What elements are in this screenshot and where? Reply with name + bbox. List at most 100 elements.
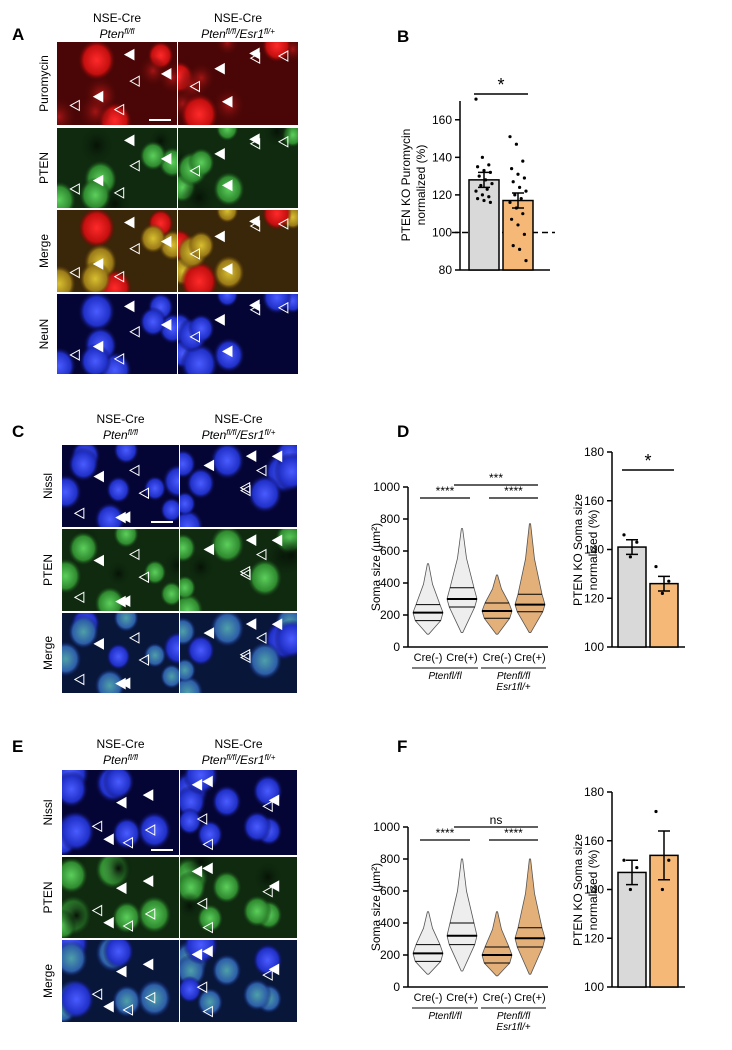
- column-header: NSE-Cre: [214, 412, 262, 426]
- arrowhead: [113, 187, 125, 199]
- cell: [62, 857, 88, 894]
- row-label: PTEN: [41, 881, 55, 913]
- arrowhead: [113, 270, 125, 283]
- arrowhead: [142, 958, 154, 971]
- panel-letter: D: [397, 422, 409, 441]
- arrowhead: [271, 450, 283, 463]
- arrowhead: [123, 216, 135, 229]
- micrograph: [62, 613, 179, 693]
- y-tick-label: 120: [432, 188, 452, 202]
- cell: [187, 230, 215, 261]
- micrograph: [180, 529, 297, 611]
- cell: [139, 140, 167, 171]
- cell: [160, 497, 179, 523]
- arrowhead: [69, 99, 80, 112]
- data-point: [521, 159, 525, 163]
- y-axis-label: normalized (%): [586, 850, 600, 931]
- data-point: [516, 223, 520, 227]
- data-point: [524, 259, 528, 263]
- text-part: Pten: [103, 753, 128, 767]
- cell: [247, 558, 283, 597]
- error-bar: [658, 575, 670, 592]
- cell: [162, 631, 179, 666]
- arrowhead: [129, 75, 140, 88]
- micrograph: [57, 294, 177, 374]
- cell: [160, 581, 179, 607]
- arrowhead: [277, 218, 289, 230]
- cell: [112, 984, 142, 1018]
- column-header: NSE-Cre: [96, 737, 144, 751]
- arrowhead: [73, 673, 85, 686]
- y-axis-label: PTEN KO Puromycin: [399, 129, 413, 242]
- data-point: [479, 183, 483, 188]
- arrowhead: [93, 554, 104, 567]
- arrowhead: [92, 90, 104, 103]
- significance-label: ****: [504, 826, 523, 840]
- cell: [196, 987, 224, 1017]
- cell: [187, 147, 215, 178]
- arrowhead: [191, 948, 203, 961]
- y-tick-label: 120: [584, 931, 604, 945]
- cell: [102, 857, 135, 886]
- arrowhead: [129, 242, 140, 255]
- cell: [242, 978, 272, 1011]
- cell: [143, 642, 167, 668]
- group-label: Ptenfl/fl: [428, 671, 462, 682]
- data-point: [511, 180, 515, 184]
- y-tick-label: 100: [432, 225, 452, 239]
- data-point: [622, 858, 626, 862]
- y-tick-label: 600: [380, 544, 400, 558]
- cell: [162, 548, 179, 583]
- cell: [216, 294, 239, 308]
- micrograph: [62, 770, 179, 855]
- arrowhead: [142, 875, 154, 887]
- cell: [78, 128, 116, 166]
- data-point: [480, 155, 484, 159]
- cell: [106, 643, 131, 671]
- cell: [247, 641, 283, 680]
- arrowhead: [73, 591, 85, 604]
- y-axis-label: normalized (%): [586, 510, 600, 591]
- arrowhead: [122, 836, 134, 849]
- violin: [514, 523, 546, 633]
- arrowhead: [73, 507, 85, 520]
- arrowhead: [189, 330, 200, 343]
- data-point: [508, 135, 512, 139]
- micrograph: [180, 770, 297, 855]
- arrowhead: [103, 833, 114, 846]
- cell: [68, 531, 99, 566]
- data-point: [480, 193, 484, 197]
- micrograph: [178, 42, 298, 125]
- text-part: Pten: [100, 27, 125, 41]
- group-label: Ptenfl/fl: [497, 1011, 531, 1022]
- cell: [62, 811, 95, 852]
- data-point: [510, 167, 514, 171]
- y-tick-label: 140: [432, 150, 452, 164]
- cell: [180, 491, 196, 516]
- cell: [262, 294, 292, 314]
- cell: [94, 668, 126, 693]
- y-axis-label: Soma size (µm²): [369, 523, 383, 611]
- cell: [113, 613, 139, 632]
- cell: [62, 474, 82, 510]
- cell: [62, 641, 82, 677]
- cell: [180, 575, 196, 600]
- cell: [273, 619, 297, 659]
- data-point: [488, 200, 492, 204]
- bar: [617, 871, 647, 988]
- superscript: fl/fl: [226, 27, 236, 36]
- arrowhead: [268, 880, 280, 892]
- arrowhead: [123, 300, 135, 313]
- panel-letter: C: [12, 422, 24, 441]
- data-point: [654, 809, 658, 814]
- data-point: [524, 189, 528, 193]
- arrowhead: [202, 862, 213, 875]
- cell: [180, 807, 203, 835]
- column-genotype: Ptenfl/fl: [103, 428, 138, 442]
- data-point: [484, 178, 488, 182]
- arrowhead: [103, 916, 114, 929]
- cell: [143, 475, 167, 501]
- data-point: [514, 142, 519, 146]
- arrowhead: [189, 80, 200, 93]
- arrowhead: [196, 897, 208, 910]
